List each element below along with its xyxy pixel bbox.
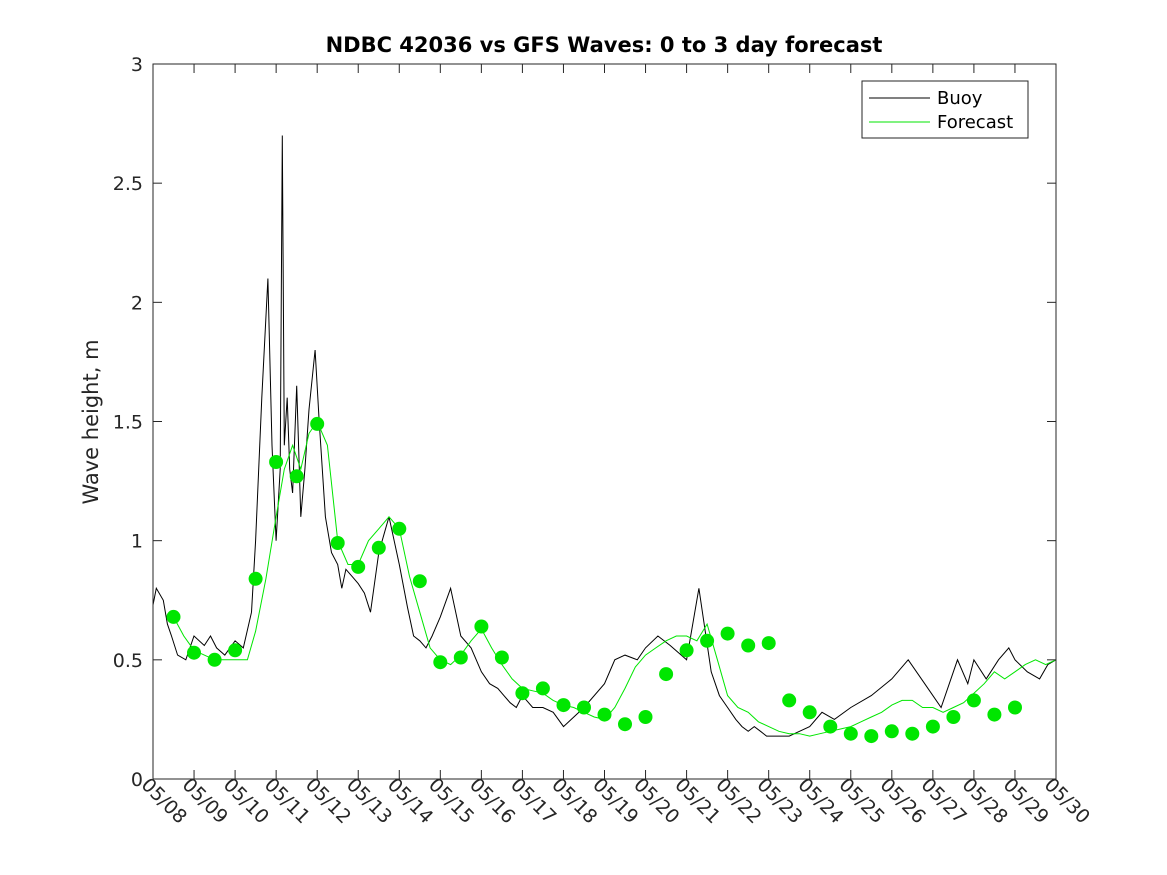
analysis-point [884,724,899,739]
analysis-point [248,571,263,586]
analysis-point [535,681,550,696]
y-tick-label: 0.5 [113,650,143,672]
analysis-point [494,650,509,665]
plot-series-group [153,135,1056,744]
analysis-point [351,559,366,574]
y-tick-label: 1.5 [113,412,143,434]
analysis-point [823,719,838,734]
analysis-point [987,707,1002,722]
analysis-point [966,693,981,708]
analysis-point [946,710,961,724]
y-tick-label: 1 [131,531,143,553]
series-line-forecast [173,420,1056,737]
legend-label-forecast: Forecast [937,112,1013,133]
chart-title: NDBC 42036 vs GFS Waves: 0 to 3 day fore… [326,33,883,57]
analysis-point [618,717,632,732]
analysis-point [207,652,222,667]
analysis-point [597,707,612,722]
legend-box [861,80,1029,139]
axes-box [152,63,1057,780]
analysis-point [638,710,653,724]
analysis-point [720,626,735,641]
analysis-point [659,667,674,682]
analysis-point [864,729,879,744]
analysis-point [515,686,530,701]
y-tick-label: 2.5 [113,173,143,195]
analysis-point [412,574,427,589]
analysis-point [679,643,694,658]
analysis-point [310,416,325,431]
analysis-point [905,726,920,741]
analysis-point [392,521,407,536]
analysis-point [228,643,243,658]
analysis-point [925,719,940,734]
analysis-point [166,609,181,624]
analysis-point [802,705,817,720]
analysis-point [556,698,571,713]
y-tick-label: 3 [131,54,143,76]
plot-area [153,135,1056,744]
analysis-point [577,700,591,715]
analysis-point [330,536,345,550]
series-line-buoy [153,135,1056,737]
analysis-point [289,469,304,484]
y-tick-label: 0 [131,769,143,791]
analysis-point [474,619,489,634]
legend-label-buoy: Buoy [937,88,983,109]
y-axis-label: Wave height, m [79,339,103,504]
analysis-point [371,540,386,555]
analysis-point [761,636,776,651]
analysis-point [700,633,715,648]
analysis-point [433,655,448,670]
analysis-point [1008,700,1022,715]
analysis-point [782,693,797,708]
analysis-point [741,638,756,653]
y-tick-label: 2 [131,292,143,314]
analysis-point [187,645,201,660]
analysis-point [843,726,858,741]
analysis-point [269,455,284,469]
legend: Buoy Forecast [861,80,1029,139]
analysis-point [453,650,468,665]
